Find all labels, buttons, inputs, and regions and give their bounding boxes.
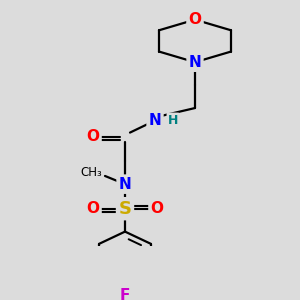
Text: O: O	[86, 129, 100, 144]
Text: N: N	[189, 55, 201, 70]
Text: O: O	[86, 201, 100, 216]
Text: N: N	[118, 177, 131, 192]
Text: O: O	[188, 12, 202, 27]
Text: O: O	[151, 201, 164, 216]
Text: F: F	[120, 288, 130, 300]
Text: CH₃: CH₃	[80, 166, 102, 179]
Text: H: H	[168, 114, 178, 127]
Text: N: N	[148, 113, 161, 128]
Text: S: S	[118, 200, 131, 218]
